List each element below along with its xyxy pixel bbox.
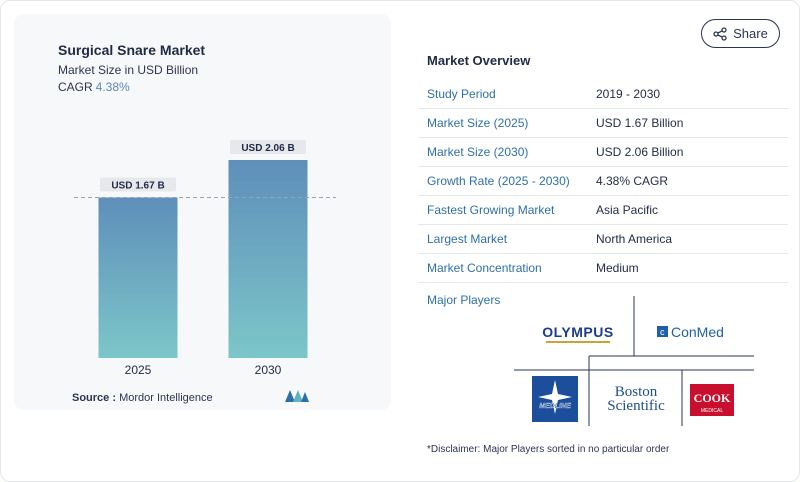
disclaimer: *Disclaimer: Major Players sorted in no …	[427, 444, 670, 455]
bar-2025	[98, 197, 178, 358]
overview-row: Market Size (2025) USD 1.67 Billion	[418, 109, 788, 138]
cagr-label: CAGR	[58, 80, 93, 94]
overview-key: Fastest Growing Market	[427, 203, 555, 217]
cagr-value: 4.38%	[95, 80, 130, 94]
x-tick-label: 2025	[125, 363, 152, 377]
overview-key: Market Size (2025)	[427, 116, 529, 130]
svg-text:OLYMPUS: OLYMPUS	[542, 324, 613, 340]
chart-subtitle: Market Size in USD Billion	[58, 63, 199, 77]
players-grid: OLYMPUS c ConMed MEDLINE Boston Scientif…	[514, 296, 754, 426]
overview-row: Fastest Growing Market Asia Pacific	[418, 196, 788, 225]
svg-text:c: c	[660, 327, 665, 337]
bar-chart: USD 1.67 B 2025 USD 2.06 B 2030	[74, 140, 336, 377]
svg-text:Boston: Boston	[615, 384, 658, 400]
bar-2030	[228, 160, 308, 358]
share-button[interactable]: Share	[701, 19, 780, 48]
share-icon	[713, 26, 727, 41]
overview-title: Market Overview	[427, 53, 531, 68]
overview-key: Study Period	[427, 87, 496, 101]
source-label: Source :	[72, 392, 117, 404]
overview-row: Study Period 2019 - 2030	[418, 80, 788, 109]
share-label: Share	[733, 26, 768, 41]
chart-cagr: CAGR 4.38%	[58, 80, 130, 94]
overview-row: Market Size (2030) USD 2.06 Billion	[418, 138, 788, 167]
data-label: USD 1.67 B	[111, 180, 164, 191]
overview-table: Study Period 2019 - 2030 Market Size (2025…	[418, 80, 788, 283]
overview-value: 4.38% CAGR	[596, 174, 669, 188]
chart-card	[14, 14, 391, 410]
conmed-logo: c ConMed	[657, 324, 724, 340]
data-label-bg	[100, 177, 176, 192]
svg-text:Scientific: Scientific	[607, 398, 665, 414]
svg-text:ConMed: ConMed	[671, 324, 724, 340]
x-tick-label: 2030	[255, 363, 282, 377]
olympus-logo: OLYMPUS	[542, 324, 613, 343]
overview-value: USD 1.67 Billion	[596, 116, 684, 130]
overview-key: Market Concentration	[427, 261, 542, 275]
overview-value: North America	[596, 232, 673, 246]
source-note: Source : Mordor Intelligence	[72, 392, 213, 404]
overview-value: Medium	[596, 261, 639, 275]
overview-value: Asia Pacific	[596, 203, 659, 217]
source-value: Mordor Intelligence	[119, 392, 213, 404]
overview-key: Growth Rate (2025 - 2030)	[427, 174, 570, 188]
overview-row: Growth Rate (2025 - 2030) 4.38% CAGR	[418, 167, 788, 196]
medline-logo: MEDLINE	[532, 376, 578, 422]
data-label: USD 2.06 B	[241, 143, 294, 154]
overview-value: 2019 - 2030	[596, 87, 661, 101]
svg-text:COOK: COOK	[694, 391, 731, 405]
overview-value: USD 2.06 Billion	[596, 145, 684, 159]
svg-text:MEDICAL: MEDICAL	[701, 408, 723, 414]
overview-key: Market Size (2030)	[427, 145, 529, 159]
data-label-bg	[230, 140, 306, 154]
overview-row: Largest Market North America	[418, 225, 788, 254]
players-title: Major Players	[427, 293, 501, 307]
svg-text:MEDLINE: MEDLINE	[539, 403, 571, 410]
overview-row: Market Concentration Medium	[418, 254, 788, 283]
chart-title: Surgical Snare Market	[58, 42, 206, 58]
overview-key: Largest Market	[427, 232, 508, 246]
boston-scientific-logo: Boston Scientific	[607, 384, 665, 414]
mordor-logo-icon	[285, 390, 309, 402]
cook-medical-logo: COOK MEDICAL	[690, 384, 734, 416]
